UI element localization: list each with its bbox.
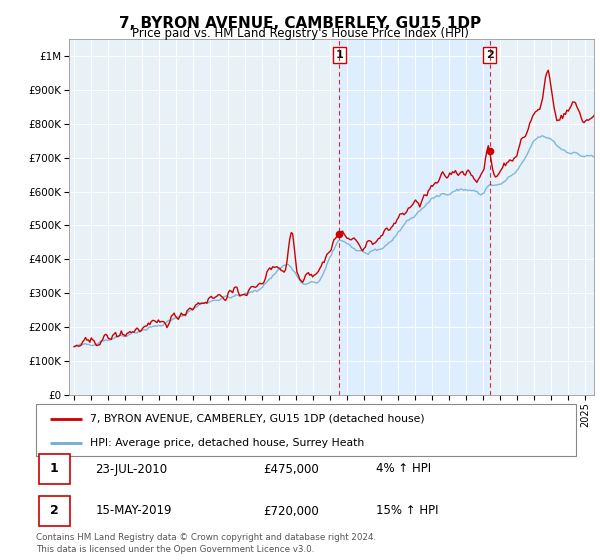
Text: Contains HM Land Registry data © Crown copyright and database right 2024.
This d: Contains HM Land Registry data © Crown c… [36,533,376,554]
Bar [339,39,490,395]
Text: HPI: Average price, detached house, Surrey Heath: HPI: Average price, detached house, Surr… [90,438,364,449]
Text: 2: 2 [485,50,493,60]
FancyBboxPatch shape [39,454,70,484]
Text: 15% ↑ HPI: 15% ↑ HPI [376,505,439,517]
Text: Price paid vs. HM Land Registry's House Price Index (HPI): Price paid vs. HM Land Registry's House … [131,27,469,40]
Text: 4% ↑ HPI: 4% ↑ HPI [376,463,431,475]
FancyBboxPatch shape [39,496,70,526]
FancyBboxPatch shape [36,404,576,456]
Text: 1: 1 [50,463,59,475]
Text: £475,000: £475,000 [263,463,319,475]
Text: 1: 1 [335,50,343,60]
Text: £720,000: £720,000 [263,505,319,517]
Text: 15-MAY-2019: 15-MAY-2019 [95,505,172,517]
Text: 7, BYRON AVENUE, CAMBERLEY, GU15 1DP (detached house): 7, BYRON AVENUE, CAMBERLEY, GU15 1DP (de… [90,414,425,424]
Text: 7, BYRON AVENUE, CAMBERLEY, GU15 1DP: 7, BYRON AVENUE, CAMBERLEY, GU15 1DP [119,16,481,31]
Text: 2: 2 [50,505,59,517]
Text: 23-JUL-2010: 23-JUL-2010 [95,463,167,475]
